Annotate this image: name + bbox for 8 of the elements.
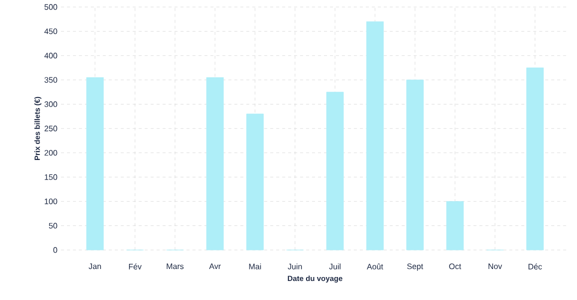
bar xyxy=(246,114,264,250)
bar xyxy=(526,68,544,250)
bar xyxy=(446,201,464,250)
bar xyxy=(86,77,104,250)
bar xyxy=(366,21,384,250)
bar xyxy=(206,77,224,250)
bar xyxy=(406,80,424,250)
bar xyxy=(326,92,344,250)
